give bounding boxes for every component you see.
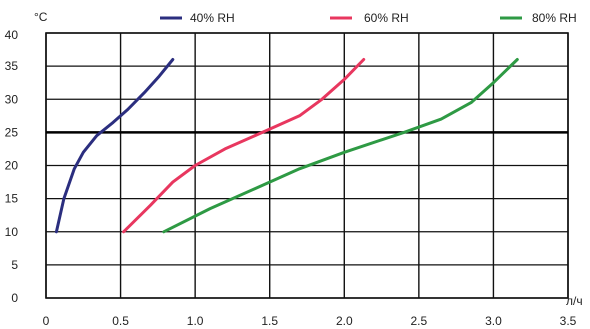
y-tick-label: 15 xyxy=(5,192,19,206)
y-tick-label: 30 xyxy=(5,92,19,106)
x-tick-label: 3.5 xyxy=(560,314,577,328)
series-line-2 xyxy=(122,58,366,234)
x-tick-label: 1.5 xyxy=(261,314,278,328)
x-tick-label: 0.5 xyxy=(112,314,129,328)
legend-label-1: 40% RH xyxy=(190,11,235,25)
y-tick-label: 20 xyxy=(5,159,19,173)
series-group xyxy=(54,58,519,234)
legend-label-2: 60% RH xyxy=(364,11,409,25)
series-line-1 xyxy=(54,58,175,234)
y-axis-unit: °C xyxy=(34,10,48,24)
y-tick-label: 5 xyxy=(11,258,18,272)
legend: 40% RH 60% RH 80% RH xyxy=(160,11,577,25)
legend-label-3: 80% RH xyxy=(532,11,577,25)
x-tick-label: 2.0 xyxy=(336,314,353,328)
series-line-3 xyxy=(162,58,519,234)
y-tick-label: 25 xyxy=(5,125,19,139)
y-tick-label: 0 xyxy=(11,291,18,305)
x-tick-label: 0 xyxy=(43,314,50,328)
x-axis-unit: л/ч xyxy=(566,294,583,308)
y-tick-label: 35 xyxy=(5,59,19,73)
tick-labels: 0 0.5 1.0 1.5 2.0 2.5 3.0 3.5 0 5 10 15 20 25 30 35 40 xyxy=(5,28,577,328)
x-tick-label: 2.5 xyxy=(411,314,428,328)
y-tick-label: 10 xyxy=(5,225,19,239)
x-tick-label: 3.0 xyxy=(485,314,502,328)
y-tick-label: 40 xyxy=(5,28,19,42)
x-tick-label: 1.0 xyxy=(187,314,204,328)
